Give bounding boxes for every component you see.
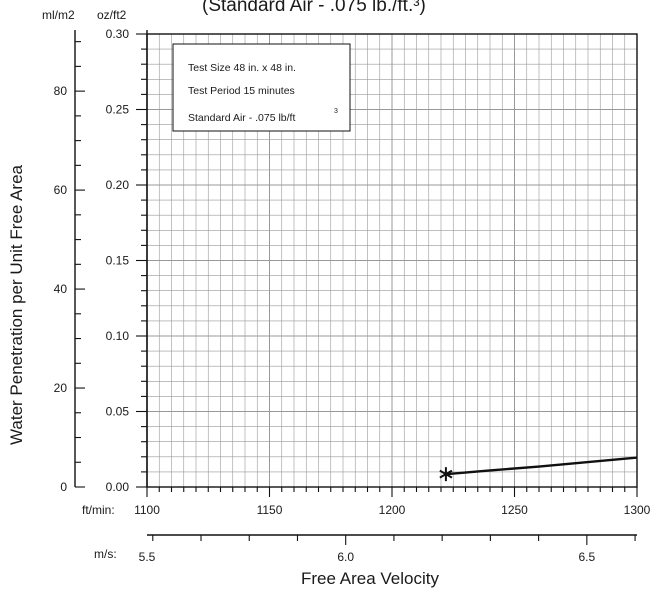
legend-box: Test Size 48 in. x 48 in. Test Period 15… xyxy=(172,43,351,132)
series-line xyxy=(445,456,638,476)
x-axis-secondary: 5.5 6.0 6.5 xyxy=(139,534,637,564)
y-unit-secondary: ml/m2 xyxy=(42,8,75,22)
y-tick-label-primary: 0.15 xyxy=(106,254,130,268)
y-tick-label-primary: 0.20 xyxy=(106,178,130,192)
x-tick-label-secondary: 5.5 xyxy=(139,550,156,564)
y-axis-title: Water Penetration per Unit Free Area xyxy=(7,164,26,445)
y-tick-label-primary: 0.10 xyxy=(106,329,130,343)
x-axis-title: Free Area Velocity xyxy=(301,569,439,588)
y-unit-primary: oz/ft2 xyxy=(97,8,127,22)
y-tick-label-secondary: 80 xyxy=(54,84,68,98)
x-tick-label-primary: 1250 xyxy=(501,503,528,517)
x-tick-label-secondary: 6.5 xyxy=(578,550,595,564)
y-tick-label-primary: 0.05 xyxy=(106,405,130,419)
marker-asterisk xyxy=(439,467,453,482)
marker-stroke xyxy=(439,469,453,479)
x-tick-label-primary: 1200 xyxy=(379,503,406,517)
x-unit-secondary: m/s: xyxy=(94,547,117,561)
x-unit-primary: ft/min: xyxy=(82,503,115,517)
x-tick-label-secondary: 6.0 xyxy=(337,550,354,564)
y-tick-label-secondary: 40 xyxy=(54,282,68,296)
x-axis-primary: 1100 1150 1200 1250 1300 xyxy=(134,487,651,517)
y-tick-label-primary: 0.25 xyxy=(106,103,130,117)
x-tick-label-primary: 1300 xyxy=(624,503,651,517)
legend-line-3: Standard Air - .075 lb/ft xyxy=(188,112,295,124)
legend-superscript: 3 xyxy=(334,108,338,115)
y-tick-label-primary: 0.30 xyxy=(106,27,130,41)
legend-line-1: Test Size 48 in. x 48 in. xyxy=(188,62,296,74)
legend-line-2: Test Period 15 minutes xyxy=(188,85,295,97)
chart-title-partial: (Standard Air - .075 lb./ft.³) xyxy=(202,0,426,16)
y-axis-secondary: 0 20 40 60 80 xyxy=(54,30,85,494)
x-tick-label-primary: 1150 xyxy=(257,503,283,517)
x-tick-label-primary: 1100 xyxy=(134,503,160,517)
legend-frame xyxy=(172,43,351,132)
y-tick-label-secondary: 0 xyxy=(60,480,67,494)
series-layer xyxy=(439,456,638,482)
y-tick-label-secondary: 60 xyxy=(54,183,68,197)
y-tick-label-primary: 0.00 xyxy=(106,480,130,494)
y-tick-label-secondary: 20 xyxy=(54,381,68,395)
y-axis-primary: 0.00 0.05 0.10 0.15 0.20 0.25 0.30 xyxy=(106,27,148,494)
